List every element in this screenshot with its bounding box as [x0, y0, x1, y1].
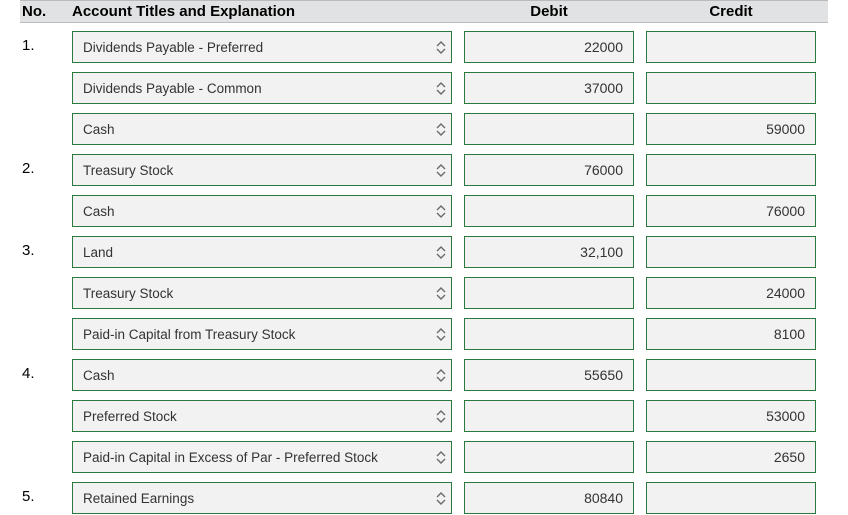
debit-input[interactable] — [464, 318, 634, 350]
debit-input[interactable] — [464, 113, 634, 145]
credit-input[interactable]: 59000 — [646, 113, 816, 145]
account-select[interactable]: Land — [72, 236, 452, 268]
table-row: Cash 76000 — [20, 195, 828, 227]
table-row: 1. Dividends Payable - Preferred 22000 — [20, 31, 828, 63]
table-row: 2. Treasury Stock 76000 — [20, 154, 828, 186]
account-select[interactable]: Cash — [72, 195, 452, 227]
account-select-value: Treasury Stock — [72, 277, 452, 309]
row-number: 4. — [20, 359, 60, 382]
header-debit: Debit — [464, 3, 634, 20]
table-row: Preferred Stock 53000 — [20, 400, 828, 432]
row-number: 5. — [20, 482, 60, 505]
debit-input[interactable]: 55650 — [464, 359, 634, 391]
debit-input[interactable]: 22000 — [464, 31, 634, 63]
table-row: Cash 59000 — [20, 113, 828, 145]
account-select-value: Paid-in Capital from Treasury Stock — [72, 318, 452, 350]
row-number: 3. — [20, 236, 60, 259]
credit-input[interactable]: 76000 — [646, 195, 816, 227]
debit-input[interactable]: 80840 — [464, 482, 634, 514]
account-select-value: Preferred Stock — [72, 400, 452, 432]
credit-input[interactable] — [646, 72, 816, 104]
credit-input[interactable]: 24000 — [646, 277, 816, 309]
row-number — [20, 277, 60, 283]
account-select-value: Paid-in Capital in Excess of Par - Prefe… — [72, 441, 452, 473]
credit-input[interactable] — [646, 482, 816, 514]
account-select[interactable]: Paid-in Capital from Treasury Stock — [72, 318, 452, 350]
table-row: 3. Land 32,100 — [20, 236, 828, 268]
credit-input[interactable]: 2650 — [646, 441, 816, 473]
row-number — [20, 72, 60, 78]
debit-input[interactable]: 32,100 — [464, 236, 634, 268]
account-select[interactable]: Cash — [72, 113, 452, 145]
credit-input[interactable] — [646, 359, 816, 391]
table-row: Dividends Payable - Common 37000 — [20, 72, 828, 104]
header-account: Account Titles and Explanation — [72, 3, 452, 20]
account-select[interactable]: Preferred Stock — [72, 400, 452, 432]
account-select[interactable]: Treasury Stock — [72, 277, 452, 309]
account-select[interactable]: Retained Earnings — [72, 482, 452, 514]
account-select[interactable]: Paid-in Capital in Excess of Par - Prefe… — [72, 441, 452, 473]
account-select-value: Land — [72, 236, 452, 268]
account-select[interactable]: Dividends Payable - Common — [72, 72, 452, 104]
row-number — [20, 441, 60, 447]
account-select[interactable]: Dividends Payable - Preferred — [72, 31, 452, 63]
row-number: 1. — [20, 31, 60, 54]
account-select-value: Cash — [72, 113, 452, 145]
row-number — [20, 195, 60, 201]
header-credit: Credit — [646, 3, 816, 20]
account-select-value: Cash — [72, 359, 452, 391]
row-number: 2. — [20, 154, 60, 177]
table-row: Paid-in Capital in Excess of Par - Prefe… — [20, 441, 828, 473]
credit-input[interactable] — [646, 236, 816, 268]
credit-input[interactable]: 53000 — [646, 400, 816, 432]
account-select-value: Dividends Payable - Preferred — [72, 31, 452, 63]
debit-input[interactable]: 37000 — [464, 72, 634, 104]
row-number — [20, 113, 60, 119]
account-select-value: Dividends Payable - Common — [72, 72, 452, 104]
credit-input[interactable]: 8100 — [646, 318, 816, 350]
debit-input[interactable] — [464, 441, 634, 473]
header-no: No. — [20, 3, 60, 20]
account-select[interactable]: Treasury Stock — [72, 154, 452, 186]
debit-input[interactable] — [464, 277, 634, 309]
table-row: Paid-in Capital from Treasury Stock 8100 — [20, 318, 828, 350]
table-header: No. Account Titles and Explanation Debit… — [20, 0, 828, 23]
row-number — [20, 318, 60, 324]
account-select-value: Treasury Stock — [72, 154, 452, 186]
credit-input[interactable] — [646, 31, 816, 63]
journal-rows: 1. Dividends Payable - Preferred 22000 Div… — [20, 31, 828, 514]
row-number — [20, 400, 60, 406]
debit-input[interactable] — [464, 400, 634, 432]
debit-input[interactable] — [464, 195, 634, 227]
table-row: 5. Retained Earnings 80840 — [20, 482, 828, 514]
account-select-value: Retained Earnings — [72, 482, 452, 514]
table-row: 4. Cash 55650 — [20, 359, 828, 391]
account-select-value: Cash — [72, 195, 452, 227]
account-select[interactable]: Cash — [72, 359, 452, 391]
debit-input[interactable]: 76000 — [464, 154, 634, 186]
table-row: Treasury Stock 24000 — [20, 277, 828, 309]
credit-input[interactable] — [646, 154, 816, 186]
